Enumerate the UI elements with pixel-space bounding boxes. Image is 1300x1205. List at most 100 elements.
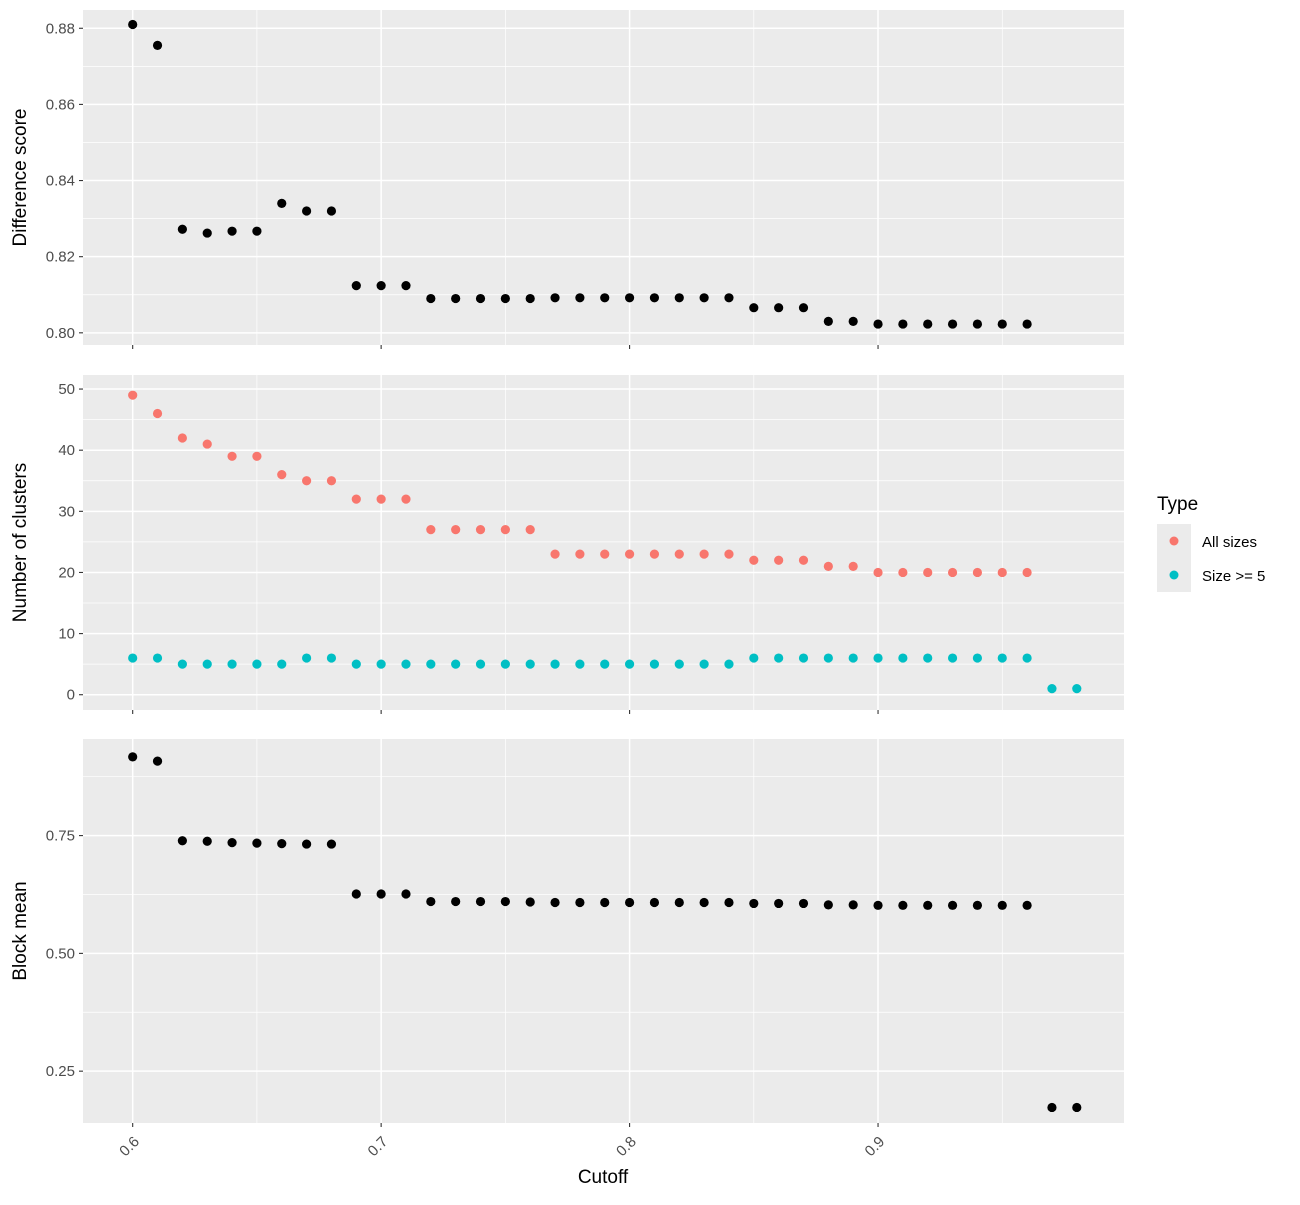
data-point [600,549,610,559]
data-point [947,319,958,329]
data-point [947,567,958,578]
data-point [649,549,660,559]
data-point [326,206,337,216]
data-point [848,653,858,663]
data-point [177,224,187,234]
data-point [302,476,312,486]
y-tick-label: 20 [58,564,75,581]
data-point [401,659,411,669]
data-point [475,659,486,669]
data-point [152,756,163,766]
data-point [351,659,361,669]
data-point [426,293,436,304]
data-point [252,838,262,848]
data-point [475,293,486,304]
data-point [674,659,684,669]
y-axis-title-block-mean: Block mean [10,881,31,980]
data-point [997,567,1007,578]
legend-label-all-sizes: All sizes [1202,534,1257,551]
panels-layer: 0.80 0.82 0.84 0.86 0.88 Difference score 0 10 2… [10,10,1124,1127]
data-point [128,653,138,663]
data-point [550,293,560,303]
x-tick-label: 0.8 [613,1133,640,1160]
data-point [1072,1102,1082,1113]
data-point [798,303,809,313]
data-point [202,659,212,669]
data-point [451,659,461,669]
data-point [699,293,709,303]
data-point [898,900,908,910]
data-point [451,896,461,907]
data-point [575,293,585,303]
data-point [500,293,510,304]
data-point [550,897,560,908]
data-point [500,896,510,907]
data-point [152,653,163,663]
data-point [674,897,684,908]
data-point [128,752,138,762]
legend-title: Type [1157,494,1198,515]
data-point [302,206,312,216]
data-point [326,839,337,849]
y-tick-label: 0.84 [46,173,75,190]
panel-background [83,10,1124,345]
data-point [426,525,436,535]
data-point [724,659,734,669]
data-point [277,838,287,849]
data-point [823,653,833,663]
data-point [972,567,983,578]
data-point [823,316,833,326]
panel-number-of-clusters: 0 10 20 30 40 50 Number of clusters [10,375,1124,714]
data-point [774,898,784,909]
data-point [997,319,1007,329]
data-point [277,470,287,480]
data-point [699,897,709,908]
panel-background [83,739,1124,1123]
data-point [848,561,858,571]
data-point [451,293,461,304]
data-point [774,555,784,565]
data-point [177,659,187,669]
data-point [401,281,411,291]
data-point [351,281,361,291]
data-point [898,319,908,329]
data-point [848,900,858,910]
data-point [898,567,908,578]
x-tick-label: 0.7 [365,1133,392,1160]
data-point [972,319,983,329]
y-tick-label: 0.82 [46,249,75,266]
data-point [326,476,337,486]
y-tick-label: 40 [58,442,75,459]
y-tick-label: 0.75 [46,828,75,845]
data-point [252,659,262,669]
data-point [351,889,361,899]
data-point [798,653,809,663]
y-tick-label: 0.86 [46,96,75,113]
data-point [128,390,138,400]
data-point [873,319,883,329]
data-point [177,433,187,443]
y-tick-label: 0.88 [46,20,75,37]
series-size-5 [128,653,1082,694]
data-point [227,226,237,236]
data-point [227,451,237,461]
data-point [923,319,933,329]
y-tick-label: 50 [58,381,75,398]
data-point [1047,1102,1057,1113]
data-point [401,494,411,504]
data-point [649,897,660,908]
data-point [923,900,933,910]
data-point [972,653,983,663]
data-point [152,40,163,51]
data-point [749,303,759,313]
data-point [1072,684,1082,694]
data-point [202,836,212,846]
data-point [475,525,486,535]
data-point [724,549,734,559]
data-point [401,889,411,899]
data-point [774,653,784,663]
legend-key-size-5 [1169,570,1179,580]
data-point [252,451,262,461]
data-point [1022,653,1032,663]
